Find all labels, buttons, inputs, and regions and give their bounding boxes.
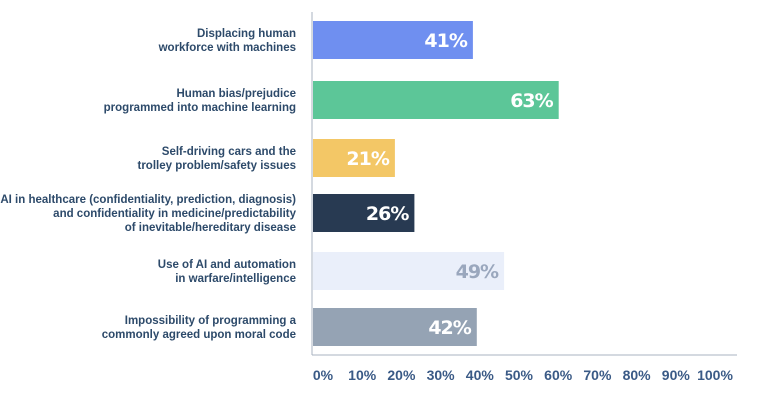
data-labels: 41% 63% 21% 26% 49% 42%	[346, 30, 554, 339]
x-tick-labels: 0% 10% 20% 30% 40% 50% 60% 70% 80% 90% 100%	[313, 367, 734, 383]
category-label-4: AI in healthcare (confidentiality, predi…	[0, 194, 296, 234]
bars-layer	[313, 21, 559, 346]
bar-4	[313, 194, 415, 232]
category-label-6: Impossibility of programming a commonly a…	[102, 315, 297, 341]
category-label-5: Use of AI and automation in warfare/intel…	[158, 259, 296, 285]
x-tick-label-4: 40%	[466, 367, 495, 383]
x-tick-label-2: 20%	[387, 367, 416, 383]
x-tick-label-6: 60%	[544, 367, 573, 383]
data-label-6: 42%	[428, 317, 471, 339]
x-tick-label-0: 0%	[313, 367, 334, 383]
bar-6	[313, 308, 477, 346]
category-label-2: Human bias/prejudice programmed into mach…	[104, 88, 296, 114]
category-labels: Displacing human workforce with machines H…	[0, 28, 296, 341]
data-label-1: 41%	[424, 30, 467, 52]
x-tick-label-9: 90%	[662, 367, 691, 383]
bar-5	[313, 252, 505, 290]
x-tick-label-8: 80%	[623, 367, 652, 383]
x-tick-label-7: 70%	[583, 367, 612, 383]
category-label-1: Displacing human workforce with machines	[158, 28, 296, 54]
x-tick-label-5: 50%	[505, 367, 534, 383]
x-tick-label-3: 30%	[427, 367, 456, 383]
data-label-3: 21%	[346, 148, 389, 170]
x-tick-label-1: 10%	[348, 367, 377, 383]
x-tick-label-10: 100%	[697, 367, 733, 383]
bar-3	[313, 139, 395, 177]
category-label-3: Self-driving cars and the trolley problem…	[137, 146, 296, 172]
data-label-5: 49%	[456, 261, 499, 283]
bar-1	[313, 21, 473, 59]
data-label-4: 26%	[366, 203, 409, 225]
data-label-2: 63%	[510, 90, 553, 112]
bar-2	[313, 81, 559, 119]
